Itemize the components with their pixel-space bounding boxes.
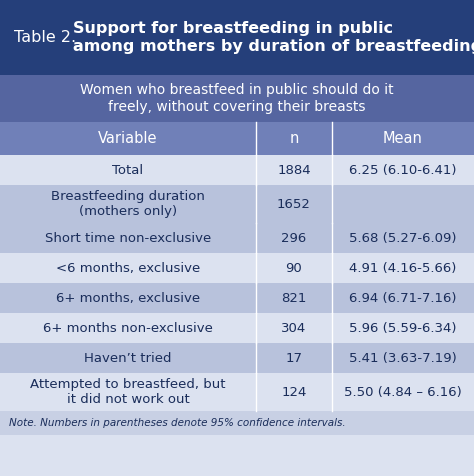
- Text: Short time non-exclusive: Short time non-exclusive: [45, 232, 211, 245]
- Text: 17: 17: [285, 352, 302, 365]
- Text: Total: Total: [112, 164, 144, 177]
- Text: 821: 821: [281, 292, 307, 305]
- Bar: [0, 185, 474, 223]
- Text: 5.96 (5.59-6.34): 5.96 (5.59-6.34): [349, 322, 456, 335]
- Bar: [0, 75, 474, 122]
- Text: 296: 296: [281, 232, 307, 245]
- Text: Table 2.: Table 2.: [14, 30, 82, 45]
- Text: 4.91 (4.16-5.66): 4.91 (4.16-5.66): [349, 262, 456, 275]
- Bar: [0, 373, 474, 411]
- Text: Note. Numbers in parentheses denote 95% confidence intervals.: Note. Numbers in parentheses denote 95% …: [9, 418, 346, 428]
- Bar: [0, 0, 474, 75]
- Text: 6.25 (6.10-6.41): 6.25 (6.10-6.41): [349, 164, 456, 177]
- Bar: [0, 411, 474, 435]
- Text: 6.94 (6.71-7.16): 6.94 (6.71-7.16): [349, 292, 456, 305]
- Text: 5.41 (3.63-7.19): 5.41 (3.63-7.19): [349, 352, 457, 365]
- Text: 1884: 1884: [277, 164, 310, 177]
- Bar: [0, 223, 474, 253]
- Text: 124: 124: [281, 386, 307, 399]
- Text: n: n: [289, 131, 299, 146]
- Bar: [0, 313, 474, 343]
- Text: <6 months, exclusive: <6 months, exclusive: [56, 262, 200, 275]
- Text: 1652: 1652: [277, 198, 311, 211]
- Text: 5.50 (4.84 – 6.16): 5.50 (4.84 – 6.16): [344, 386, 462, 399]
- Bar: [0, 155, 474, 185]
- Bar: [0, 283, 474, 313]
- Text: Mean: Mean: [383, 131, 423, 146]
- Text: 90: 90: [285, 262, 302, 275]
- Text: Support for breastfeeding in public
among mothers by duration of breastfeeding: Support for breastfeeding in public amon…: [73, 21, 474, 54]
- Bar: [0, 343, 474, 373]
- Text: 6+ months non-exclusive: 6+ months non-exclusive: [43, 322, 213, 335]
- Text: Variable: Variable: [98, 131, 158, 146]
- Bar: [0, 122, 474, 155]
- Text: Haven’t tried: Haven’t tried: [84, 352, 172, 365]
- Text: Women who breastfeed in public should do it
freely, without covering their breas: Women who breastfeed in public should do…: [80, 83, 394, 114]
- Text: Attempted to breastfeed, but
it did not work out: Attempted to breastfeed, but it did not …: [30, 378, 226, 407]
- Bar: [0, 253, 474, 283]
- Text: 304: 304: [281, 322, 307, 335]
- Text: 6+ months, exclusive: 6+ months, exclusive: [56, 292, 200, 305]
- Text: Breastfeeding duration
(mothers only): Breastfeeding duration (mothers only): [51, 190, 205, 218]
- Text: 5.68 (5.27-6.09): 5.68 (5.27-6.09): [349, 232, 456, 245]
